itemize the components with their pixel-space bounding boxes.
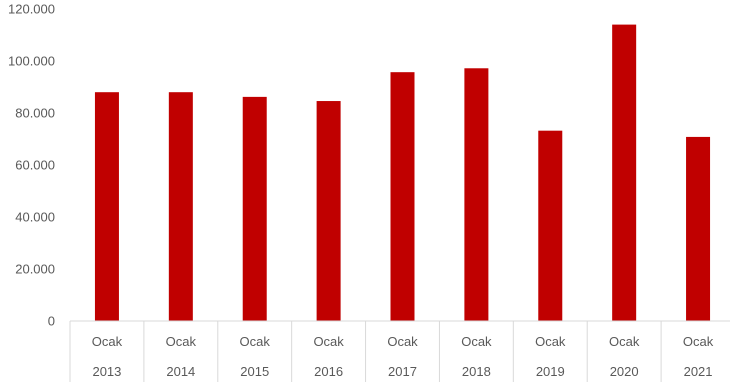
bar <box>612 24 637 321</box>
x-tick-label-month: Ocak <box>683 334 714 349</box>
x-tick-label-month: Ocak <box>313 334 344 349</box>
x-tick-label-month: Ocak <box>461 334 492 349</box>
x-tick-label-year: 2021 <box>684 364 713 379</box>
bar <box>464 68 489 321</box>
x-tick-label-year: 2013 <box>92 364 121 379</box>
x-tick-label-month: Ocak <box>387 334 418 349</box>
x-tick-label-year: 2016 <box>314 364 343 379</box>
x-tick-label-year: 2017 <box>388 364 417 379</box>
bar <box>390 72 415 322</box>
bar <box>686 136 711 321</box>
y-tick-label: 120.000 <box>8 2 55 17</box>
x-tick-label-month: Ocak <box>240 334 271 349</box>
bar <box>242 96 267 321</box>
x-tick-label-month: Ocak <box>92 334 123 349</box>
x-tick-label-month: Ocak <box>609 334 640 349</box>
x-tick-label-month: Ocak <box>166 334 197 349</box>
x-tick-label-month: Ocak <box>535 334 566 349</box>
bar <box>538 130 563 321</box>
y-tick-label: 0 <box>48 314 55 329</box>
y-tick-label: 40.000 <box>15 210 55 225</box>
x-tick-label-year: 2015 <box>240 364 269 379</box>
bar <box>94 92 119 321</box>
y-axis-labels: 0 20.000 40.000 60.000 80.000 100.000 120.000 <box>8 2 55 329</box>
y-tick-label: 60.000 <box>15 158 55 173</box>
y-tick-label: 100.000 <box>8 54 55 69</box>
bar <box>168 92 193 321</box>
y-tick-label: 80.000 <box>15 106 55 121</box>
x-tick-label-year: 2014 <box>166 364 195 379</box>
x-tick-label-year: 2020 <box>610 364 639 379</box>
bars <box>94 24 711 322</box>
x-axis: Ocak 2013 Ocak 2014 Ocak 2015 Ocak 2016 Ocak 2017… <box>69 320 730 382</box>
bar <box>316 101 341 321</box>
x-tick-label-year: 2019 <box>536 364 565 379</box>
x-tick-label-year: 2018 <box>462 364 491 379</box>
y-tick-label: 20.000 <box>15 262 55 277</box>
